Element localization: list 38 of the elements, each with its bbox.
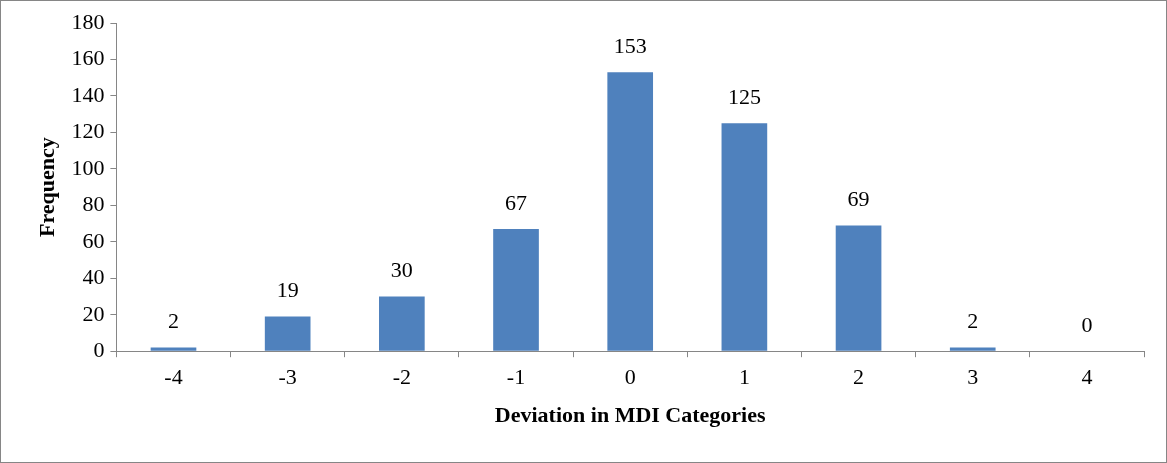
data-label: 125	[727, 84, 761, 110]
y-tick-label: 100	[71, 154, 105, 180]
x-tick-label: -4	[164, 364, 183, 390]
x-tick-label: 0	[624, 364, 636, 390]
y-tick-label: 180	[71, 8, 105, 34]
data-label: 2	[967, 308, 979, 334]
data-label: 19	[276, 277, 299, 303]
y-tick-label: 80	[82, 191, 105, 217]
x-tick-label: -1	[506, 364, 526, 390]
x-axis-title: Deviation in MDI Categories	[494, 402, 766, 428]
y-tick-label: 60	[82, 227, 105, 253]
x-tick-label: 3	[967, 364, 979, 390]
data-label: 153	[613, 33, 647, 59]
y-tick-label: 160	[71, 45, 105, 71]
data-label: 67	[505, 189, 528, 215]
bar	[493, 229, 539, 351]
y-tick-label: 120	[71, 118, 105, 144]
y-tick-label: 20	[82, 300, 105, 326]
data-label: 30	[390, 257, 413, 283]
y-tick-label: 140	[71, 81, 105, 107]
x-tick-label: 1	[738, 364, 750, 390]
bar	[949, 347, 996, 351]
data-label: 69	[847, 186, 870, 212]
x-tick-label: -3	[278, 364, 297, 390]
x-tick-label: -2	[392, 364, 412, 390]
y-axis-title: Frequency	[33, 137, 59, 238]
data-label: 2	[167, 308, 179, 334]
bar	[607, 72, 654, 351]
x-tick-label: 2	[853, 364, 865, 390]
bar	[835, 225, 882, 351]
y-tick-label: 40	[82, 264, 105, 290]
x-tick-label: 4	[1081, 364, 1093, 390]
y-tick-label: 0	[93, 336, 105, 362]
bar	[264, 316, 311, 351]
bar	[379, 296, 425, 351]
data-label: 0	[1081, 311, 1093, 337]
bar	[721, 123, 768, 351]
bar	[150, 347, 197, 351]
